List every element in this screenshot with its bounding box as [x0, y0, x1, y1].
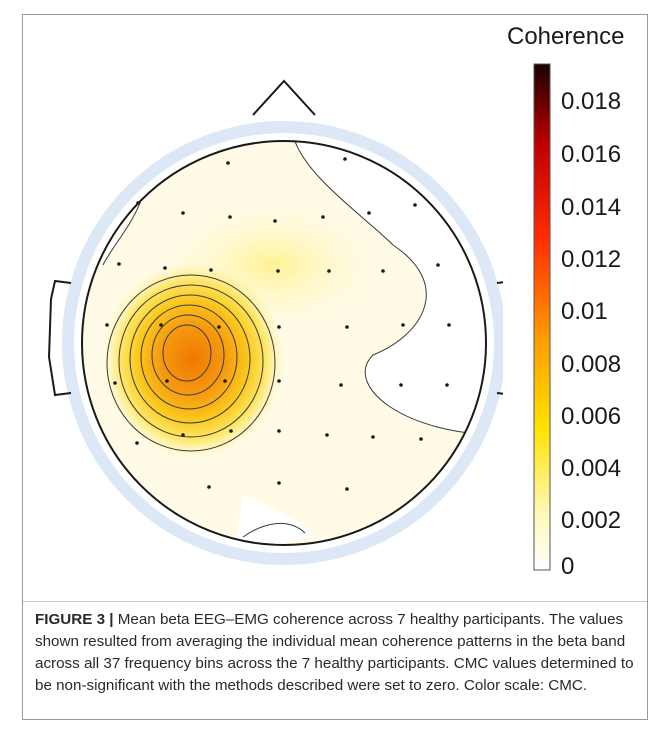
- colorbar-tick: 0.018: [561, 88, 622, 115]
- caption-label: FIGURE 3 |: [35, 611, 114, 628]
- colorbar-tick: 0.01: [561, 298, 608, 325]
- head-ring: [62, 121, 503, 565]
- colorbar-tick: 0.012: [561, 246, 622, 273]
- colorbar-tick: 0.004: [561, 455, 622, 482]
- figure-caption: FIGURE 3 | Mean beta EEG–EMG coherence a…: [35, 609, 637, 697]
- figure-area: Coherence 0.018 0.016 0.014 0.012 0.01 0…: [23, 15, 649, 601]
- electrode-dots: [105, 157, 451, 491]
- figure-frame: Coherence 0.018 0.016 0.014 0.012 0.01 0…: [22, 14, 648, 720]
- topographic-head-map: [47, 79, 503, 565]
- colorbar-title: Coherence: [507, 23, 625, 50]
- colorbar-tick: 0.014: [561, 194, 622, 221]
- colorbar-tick: 0.006: [561, 403, 622, 430]
- caption-text: Mean beta EEG–EMG coherence across 7 hea…: [35, 611, 634, 694]
- left-ear-outline: [47, 279, 72, 397]
- colorbar-tick: 0.008: [561, 351, 622, 378]
- colorbar-tick: 0.002: [561, 507, 622, 534]
- colorbar-gradient: [533, 63, 551, 571]
- nose-outline: [252, 79, 316, 116]
- colorbar-tick: 0: [561, 553, 575, 580]
- head-outline: [81, 140, 487, 546]
- caption-divider: [23, 601, 647, 602]
- colorbar: [533, 63, 551, 571]
- colorbar-tick: 0.016: [561, 141, 622, 168]
